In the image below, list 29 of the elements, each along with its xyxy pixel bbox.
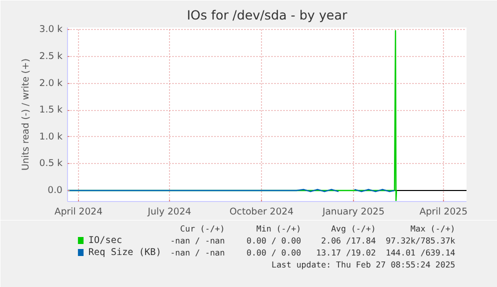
y-tick-label: 1.0 k	[39, 131, 64, 142]
text: 0.00 / 0.00	[246, 248, 302, 258]
y-axis-title: Units read (-) / write (+)	[20, 58, 32, 171]
chart-title: IOs for /dev/sda - by year	[186, 8, 348, 22]
legend-label: Req Size (KB)	[88, 247, 162, 258]
y-tick-label: 0.5 k	[39, 158, 64, 170]
text: Last update: Thu Feb 27 08:55:24 2025	[271, 260, 456, 270]
text: 144.01 /639.14	[386, 248, 456, 258]
y-tick-label: 0.0	[48, 185, 63, 196]
y-tick-label: 1.5 k	[39, 104, 64, 116]
text: Avg (-/+)	[331, 224, 376, 234]
text: Max (-/+)	[410, 224, 456, 234]
text: -nan / -nan	[170, 236, 225, 246]
text: 0.00 / 0.00	[246, 236, 302, 246]
x-tick-label: October 2024	[229, 206, 294, 218]
text: Cur (-/+)	[180, 224, 225, 234]
text: 97.32k/785.37k	[386, 236, 456, 246]
text: Min (-/+)	[256, 224, 302, 234]
x-tick-label: July 2024	[146, 206, 192, 218]
y-tick-label: 2.0 k	[39, 78, 64, 89]
legend-label: IO/sec	[88, 235, 122, 246]
y-tick-label: 2.5 k	[39, 50, 64, 62]
x-tick-label: January 2025	[321, 206, 385, 218]
y-tick-label: 3.0 k	[39, 24, 64, 36]
text: -nan / -nan	[170, 248, 225, 258]
x-tick-label: April 2025	[419, 206, 468, 218]
text: 2.06 /17.84	[321, 236, 376, 246]
x-tick-label: April 2024	[54, 206, 103, 218]
text: 13.17 /19.02	[316, 248, 376, 258]
